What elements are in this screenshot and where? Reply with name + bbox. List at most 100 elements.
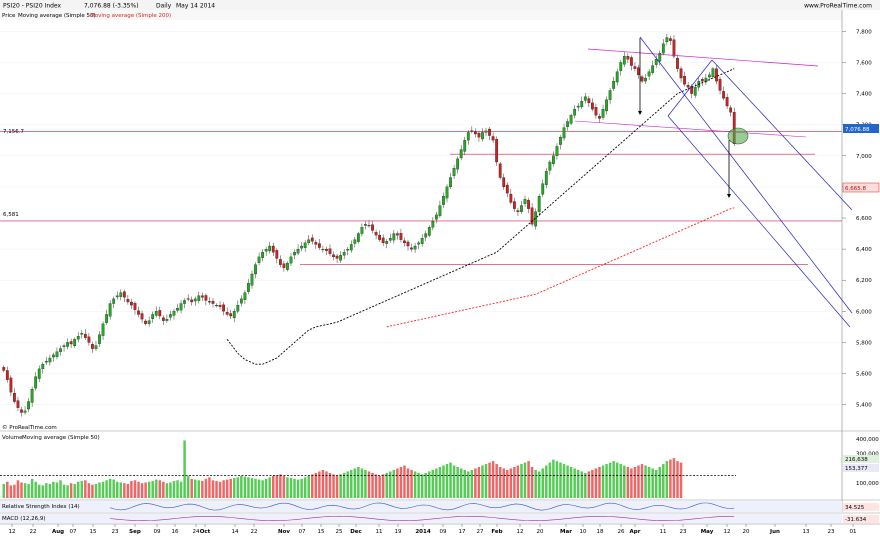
x-tick-label: 26 — [618, 529, 625, 535]
candle-body — [300, 245, 303, 249]
volume-bar — [467, 471, 470, 498]
level-7156-label: 7,156.7 — [3, 129, 24, 135]
x-tick-label: 09 — [440, 529, 447, 535]
brand-url[interactable]: www.ProRealTime.com — [804, 3, 872, 10]
volume-bar — [37, 484, 41, 498]
last-price-tag-bg — [843, 124, 879, 133]
candle-body — [215, 304, 218, 307]
candle-body — [665, 37, 669, 43]
volume-bar — [314, 472, 318, 498]
candle-body — [523, 199, 527, 204]
volume-bar — [147, 481, 151, 498]
volume-bar — [101, 481, 105, 498]
candle-body — [48, 357, 52, 363]
volume-bar — [208, 477, 211, 498]
volume-bar — [438, 467, 442, 498]
candle-body — [420, 238, 424, 244]
volume-bar — [335, 475, 339, 498]
price-legend-bar — [0, 10, 842, 20]
candle-body — [239, 298, 243, 304]
volume-bar — [41, 485, 45, 498]
candle-body — [520, 205, 523, 212]
volume-bar — [576, 469, 580, 498]
candle-body — [658, 52, 662, 62]
volume-bar — [9, 485, 13, 498]
candle-body — [601, 108, 605, 118]
candle-body — [264, 248, 268, 252]
volume-bar — [431, 469, 435, 498]
volume-bar — [339, 474, 342, 498]
candle-body — [672, 39, 676, 57]
candle-body — [346, 248, 350, 251]
y-tick-label: 7,000 — [856, 154, 872, 160]
candle-body — [594, 107, 598, 116]
last-price-tag: 7,076.88 — [845, 127, 870, 133]
candle-body — [392, 233, 396, 241]
channel-handle — [667, 59, 713, 117]
volume-bar — [91, 484, 94, 498]
volume-bar — [303, 477, 307, 498]
candle-body — [704, 77, 708, 83]
volume-bar — [296, 479, 300, 498]
candle-body — [20, 409, 23, 413]
volume-bar — [105, 480, 108, 498]
candle-body — [559, 136, 562, 145]
candle-body — [516, 210, 520, 212]
candle-body — [576, 105, 580, 108]
volume-bar — [69, 483, 73, 498]
candle-body — [229, 313, 233, 317]
candle-body — [406, 241, 410, 247]
volume-bar — [633, 467, 637, 498]
candle-body — [708, 74, 711, 78]
volume-bar — [247, 477, 250, 498]
candle-body — [161, 317, 165, 321]
legend-ma200: Moving average (Simple 200) — [90, 13, 171, 19]
volume-bar — [34, 481, 37, 498]
candle-body — [69, 341, 73, 345]
volume-bar — [2, 483, 6, 498]
volume-bar — [605, 464, 608, 498]
candle-body — [718, 79, 722, 91]
volume-bar — [615, 462, 619, 498]
volume-bar — [289, 478, 293, 498]
candle-body — [573, 108, 577, 116]
candle-body — [332, 254, 335, 258]
volume-bar — [584, 472, 587, 498]
candle-body — [147, 320, 151, 324]
candle-body — [477, 132, 481, 138]
candle-body — [711, 68, 715, 77]
candle-body — [484, 130, 488, 133]
volume-bar — [520, 464, 523, 498]
candle-body — [268, 245, 272, 252]
volume-bar — [176, 480, 179, 498]
volume-bar — [325, 471, 328, 498]
candle-body — [435, 214, 438, 220]
candle-body — [498, 163, 502, 178]
channel-line-mid — [711, 59, 853, 211]
candle-body — [509, 193, 513, 203]
volume-bar — [328, 472, 332, 498]
volume-bar — [406, 468, 410, 498]
candle-body — [62, 345, 66, 347]
volume-bar — [6, 481, 9, 498]
volume-bar — [452, 465, 456, 498]
volume-bar — [477, 467, 481, 498]
candle-body — [413, 245, 417, 250]
candle-body — [364, 224, 367, 226]
macd-tag-bg — [843, 515, 879, 523]
candle-body — [23, 410, 27, 413]
candle-body — [360, 227, 364, 234]
volume-bar — [229, 478, 232, 498]
candle-body — [566, 121, 569, 127]
volume-bar — [637, 465, 640, 498]
candle-body — [598, 116, 601, 119]
volume-bar — [140, 483, 144, 498]
candle-body — [495, 139, 499, 163]
x-tick-label: 13 — [803, 529, 810, 535]
x-tick-label: Dec — [350, 529, 362, 535]
x-tick-label: Oct — [200, 529, 211, 535]
candle-body — [321, 248, 325, 251]
candle-body — [261, 252, 264, 258]
may-drop-arrow-head — [727, 194, 731, 198]
volume-bar — [133, 480, 137, 498]
